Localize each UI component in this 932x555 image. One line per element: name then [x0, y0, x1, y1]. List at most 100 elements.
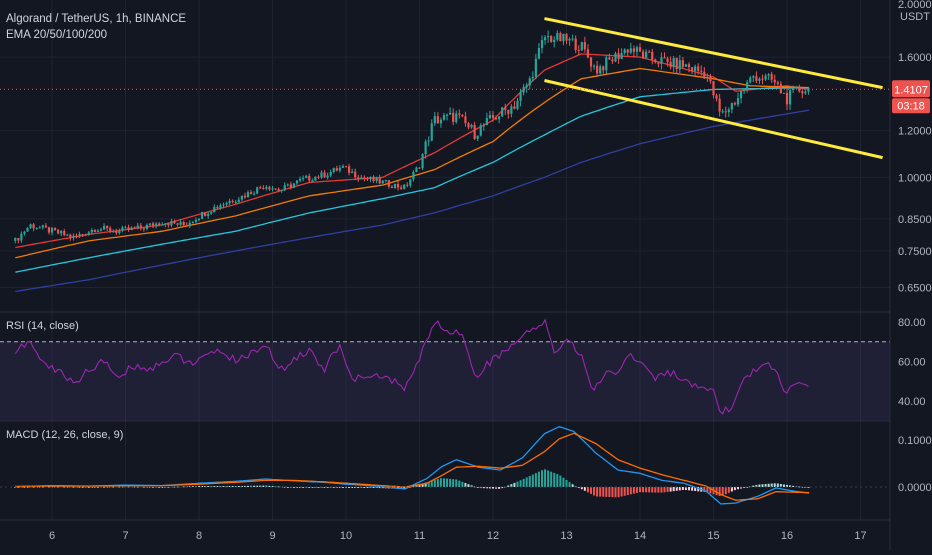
candle-body	[204, 212, 207, 216]
candle-body	[675, 58, 678, 70]
candle-body	[44, 225, 47, 228]
macd-histogram-bar	[176, 486, 179, 488]
macd-histogram-bar	[786, 484, 788, 487]
candle-body	[498, 116, 501, 120]
candle-body	[47, 227, 51, 233]
candle-body	[736, 98, 740, 105]
candle-body	[617, 53, 620, 60]
candle-body	[739, 91, 743, 99]
macd-histogram-bar	[118, 486, 121, 488]
candle-body	[344, 166, 348, 168]
price-axis[interactable]: 0.6500 0.7500 0.8500 1.0000 1.2000 1.6000 40.0…	[898, 52, 932, 494]
candle-body	[375, 177, 378, 181]
candle-body	[580, 42, 583, 51]
macd-histogram-bar	[694, 487, 697, 492]
candle-body	[234, 201, 237, 203]
macd-histogram-bar	[586, 487, 589, 493]
candle-body	[262, 187, 265, 189]
macd-histogram-bar	[482, 487, 485, 489]
candle-body	[57, 229, 60, 234]
macd-histogram-bar	[458, 480, 461, 487]
candle-body	[185, 225, 188, 227]
macd-histogram-bar	[792, 485, 795, 487]
candle-body	[427, 140, 430, 142]
time-tick-label: 9	[269, 530, 275, 542]
candle-body	[360, 177, 363, 180]
candle-body	[687, 64, 691, 68]
candle-body	[543, 37, 547, 41]
macd-histogram-bar	[544, 469, 547, 487]
candle-body	[470, 124, 473, 128]
ema-legend: EMA 20/50/100/200	[6, 29, 107, 41]
macd-histogram-bar	[133, 486, 136, 488]
candle-body	[657, 62, 660, 64]
candle-body	[501, 107, 504, 117]
macd-histogram-bar	[256, 485, 259, 487]
time-axis[interactable]: 6 7 8 9 10 11 12 13 14 15 16 17	[49, 530, 867, 542]
candle-body	[494, 117, 498, 120]
candle-body	[32, 224, 35, 229]
time-tick-label: 6	[49, 530, 55, 542]
trend-line-2[interactable]	[544, 79, 883, 160]
macd-histogram-bar	[519, 480, 522, 487]
macd-histogram-bar	[779, 483, 782, 487]
macd-histogram-bar	[730, 487, 733, 492]
candle-body	[378, 177, 381, 184]
macd-histogram-bar	[96, 486, 99, 488]
candle-body	[488, 115, 492, 119]
macd-histogram-bar	[645, 487, 648, 493]
time-tick-label: 11	[414, 530, 425, 542]
candle-body	[207, 213, 210, 216]
macd-histogram-bar	[721, 487, 724, 496]
candle-body	[596, 65, 599, 74]
candle-body	[179, 221, 182, 225]
candle-body	[605, 57, 608, 71]
candle-body	[112, 231, 115, 233]
candle-body	[654, 59, 657, 63]
candle-body	[632, 48, 635, 52]
countdown-value: 03:18	[897, 100, 925, 112]
price-tick-label: 0.8500	[898, 214, 932, 226]
macd-histogram-bar	[449, 478, 452, 487]
candle-body	[660, 57, 663, 64]
macd-histogram-bar	[161, 487, 164, 488]
candle-body	[491, 115, 495, 118]
candle-body	[645, 51, 648, 58]
macd-histogram-bar	[789, 485, 792, 487]
candle-body	[721, 111, 724, 113]
trend-line-1[interactable]	[544, 17, 883, 90]
candle-body	[213, 207, 216, 213]
candle-body	[237, 199, 240, 202]
candle-body	[421, 154, 424, 169]
candle-body	[167, 223, 170, 226]
macd-histogram-bar	[452, 479, 455, 487]
macd-histogram-bar	[473, 486, 476, 488]
macd-histogram-bar	[93, 486, 96, 488]
macd-histogram-bar	[81, 486, 84, 488]
macd-histogram-bar	[663, 487, 666, 493]
candle-body	[115, 231, 118, 233]
macd-histogram-bar	[213, 486, 216, 487]
macd-histogram-bar	[651, 487, 654, 493]
candle-body	[60, 231, 63, 234]
macd-histogram-bar	[78, 486, 81, 488]
macd-histogram-bar	[421, 483, 424, 487]
candle-body	[78, 234, 81, 237]
candle-body	[158, 223, 161, 226]
candle-body	[773, 79, 776, 83]
candle-body	[225, 203, 228, 205]
candle-body	[577, 50, 580, 52]
time-tick-label: 14	[634, 530, 646, 542]
candle-body	[63, 231, 66, 236]
macd-title: MACD (12, 26, close, 9)	[6, 429, 123, 441]
candle-body	[161, 224, 164, 226]
candle-body	[442, 115, 446, 120]
candle-body	[666, 58, 669, 62]
candle-body	[436, 116, 439, 124]
macd-histogram-bar	[590, 487, 592, 494]
macd-histogram-bar	[191, 486, 194, 488]
candle-body	[758, 78, 761, 81]
